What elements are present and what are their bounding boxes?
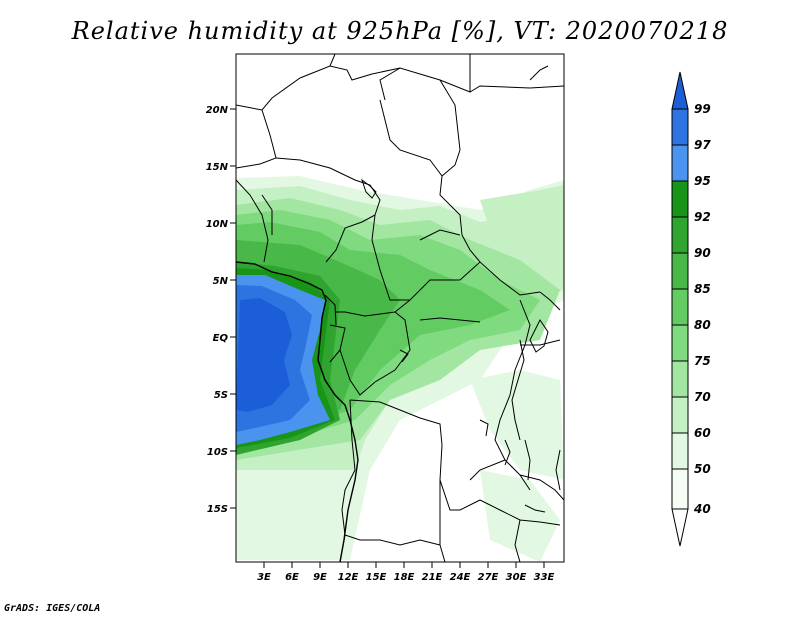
lon-label-18e: 18E — [394, 572, 415, 583]
colorbar-labels: 99 97 95 92 90 85 80 75 70 60 50 40 — [693, 102, 711, 516]
colorbar-label: 90 — [694, 246, 711, 260]
lon-label-21e: 21E — [422, 572, 443, 583]
colorbar-swatch — [671, 468, 689, 510]
lat-label-15s: 15S — [207, 504, 228, 515]
lon-label-9e: 9E — [313, 572, 327, 583]
colorbar-swatch — [671, 432, 689, 470]
colorbar-label: 60 — [694, 426, 711, 440]
lon-label-33e: 33E — [534, 572, 555, 583]
lon-label-15e: 15E — [366, 572, 387, 583]
colorbar-bottom-arrow — [671, 508, 689, 547]
lat-label-5s: 5S — [214, 390, 228, 401]
colorbar-swatch — [671, 360, 689, 398]
colorbar-swatch — [671, 288, 689, 326]
colorbar-swatch — [671, 180, 689, 218]
lon-label-24e: 24E — [450, 572, 471, 583]
longitude-axis: 3E 6E 9E 12E 15E 18E 21E 24E 27E 30E 33E — [257, 562, 555, 583]
lon-label-12e: 12E — [338, 572, 359, 583]
lat-label-eq: EQ — [213, 333, 229, 344]
colorbar-label: 40 — [693, 502, 711, 516]
colorbar-label: 85 — [694, 282, 711, 296]
lat-label-10n: 10N — [206, 219, 229, 230]
colorbar-swatch — [671, 396, 689, 434]
country-borders — [236, 54, 564, 562]
latitude-axis: 20N 15N 10N 5N EQ 5S 10S 15S — [206, 105, 236, 515]
colorbar-label: 97 — [694, 138, 711, 152]
lon-label-27e: 27E — [478, 572, 499, 583]
colorbar-legend — [671, 71, 689, 547]
colorbar-label: 80 — [694, 318, 711, 332]
colorbar-top-arrow — [671, 71, 689, 110]
colorbar-label: 92 — [694, 210, 711, 224]
colorbar-label: 50 — [694, 462, 711, 476]
colorbar-swatch — [671, 216, 689, 254]
colorbar-swatch — [671, 108, 689, 146]
lon-label-30e: 30E — [506, 572, 527, 583]
plot-title: Relative humidity at 925hPa [%], VT: 202… — [71, 17, 729, 45]
software-credit: GrADS: IGES/COLA — [4, 603, 101, 614]
lon-label-3e: 3E — [257, 572, 271, 583]
colorbar-label: 95 — [694, 174, 711, 188]
colorbar-swatch — [671, 324, 689, 362]
lon-label-6e: 6E — [285, 572, 299, 583]
colorbar-swatch — [671, 252, 689, 290]
colorbar-label: 70 — [694, 390, 711, 404]
lat-label-15n: 15N — [206, 162, 229, 173]
colorbar-label: 75 — [694, 354, 711, 368]
lat-label-20n: 20N — [206, 105, 229, 116]
lat-label-5n: 5N — [213, 276, 229, 287]
map-frame — [235, 53, 565, 563]
lat-label-10s: 10S — [207, 447, 228, 458]
colorbar-swatch — [671, 144, 689, 182]
colorbar-label: 99 — [694, 102, 711, 116]
